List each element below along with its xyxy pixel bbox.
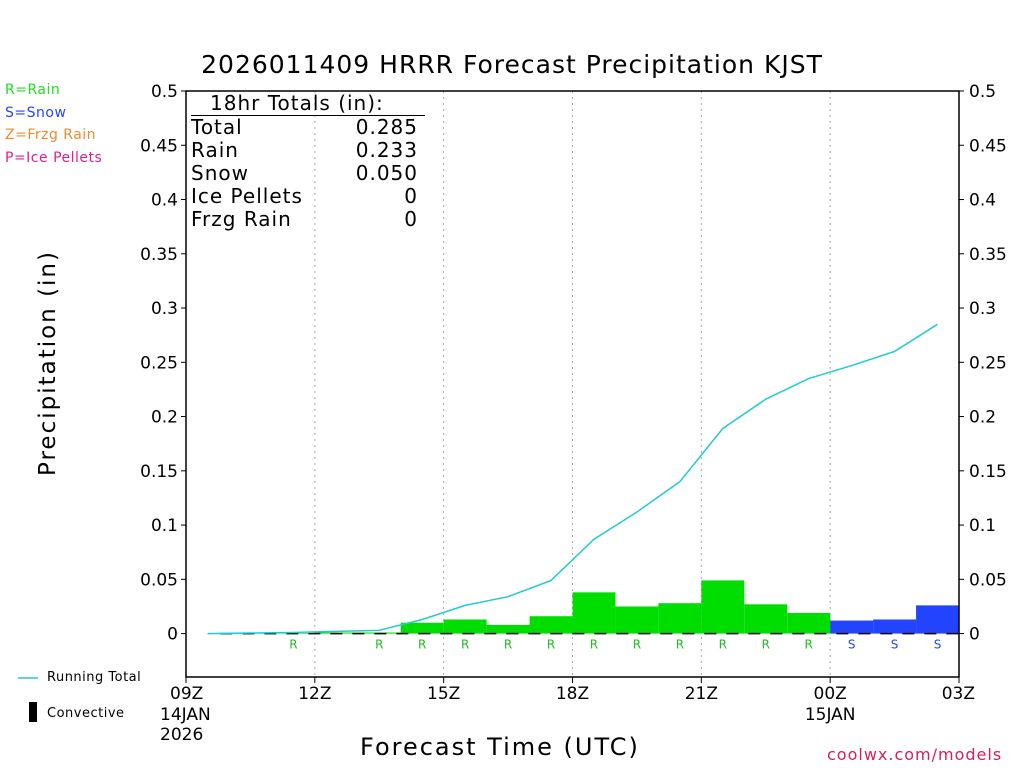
precip-bar [787, 612, 831, 634]
y-tick-label-right: 0.35 [969, 245, 1007, 265]
precip-bar [744, 604, 788, 634]
totals-row-label: Snow [191, 161, 249, 185]
y-tick-label-right: 0.05 [969, 570, 1007, 590]
y-tick-label-left: 0.05 [140, 570, 178, 590]
x-tick-sublabel: 2026 [160, 725, 203, 745]
legend-type-item: P=Ice Pellets [5, 149, 103, 166]
y-axis-label: Precipitation (in) [35, 250, 61, 476]
precip-type-letter: S [848, 638, 856, 652]
totals-row: Snow 0.050 [191, 162, 419, 185]
x-tick-label: 18Z [556, 684, 589, 704]
precip-type-letter: R [719, 638, 727, 652]
y-tick-label-left: 0.3 [151, 299, 178, 319]
convective-legend-swatch [29, 702, 37, 722]
x-tick-label: 03Z [942, 684, 975, 704]
totals-header: 18hr Totals (in): [191, 92, 425, 116]
totals-row-value: 0.233 [355, 138, 418, 162]
precip-type-letter: R [590, 638, 598, 652]
chart-title: 2026011409 HRRR Forecast Precipitation K… [201, 50, 823, 79]
y-tick-label-left: 0.5 [151, 82, 178, 102]
x-tick-sublabel: 14JAN [160, 705, 211, 725]
y-tick-label-left: 0.25 [140, 353, 178, 373]
precip-bar [701, 580, 745, 634]
totals-row: Frzg Rain 0 [191, 208, 419, 231]
precip-type-letter: S [934, 638, 942, 652]
y-tick-label-right: 0 [969, 625, 980, 645]
y-tick-label-right: 0.2 [969, 408, 996, 428]
totals-row-value: 0 [404, 207, 418, 231]
precip-type-letter: R [762, 638, 770, 652]
y-tick-label-left: 0 [167, 625, 178, 645]
precip-type-letter: R [504, 638, 512, 652]
totals-row-value: 0.285 [355, 115, 418, 139]
x-tick-label: 09Z [170, 684, 203, 704]
x-tick-label: 12Z [298, 684, 331, 704]
precip-bar [486, 624, 530, 634]
precip-bar [658, 603, 702, 634]
precip-type-letter: R [461, 638, 469, 652]
y-tick-label-left: 0.15 [140, 462, 178, 482]
precip-type-letter: R [418, 638, 426, 652]
x-tick-label: 00Z [814, 684, 847, 704]
y-tick-label-right: 0.1 [969, 516, 996, 536]
y-tick-label-right: 0.5 [969, 82, 996, 102]
precip-bar [615, 606, 659, 634]
totals-box: 18hr Totals (in): Total 0.285 Rain 0.233 Sno… [191, 92, 425, 231]
x-tick-sublabel: 15JAN [805, 705, 856, 725]
legend-type-item: R=Rain [5, 82, 61, 98]
x-tick-label: 15Z [427, 684, 460, 704]
totals-row: Ice Pellets 0 [191, 185, 419, 208]
precip-bar [830, 620, 874, 634]
x-axis-label: Forecast Time (UTC) [360, 733, 640, 761]
x-tick-label: 21Z [685, 684, 718, 704]
y-tick-label-left: 0.4 [151, 191, 178, 211]
precip-type-letter: S [891, 638, 899, 652]
precip-type-letter: R [805, 638, 813, 652]
y-tick-label-right: 0.3 [969, 299, 996, 319]
legend-type-item: Z=Frzg Rain [5, 127, 97, 143]
precip-bar [400, 622, 444, 634]
totals-row-value: 0.050 [355, 161, 418, 185]
y-tick-label-right: 0.15 [969, 462, 1007, 482]
precip-bar [873, 619, 917, 634]
convective-legend-label: Convective [47, 706, 125, 721]
precip-bar [572, 592, 616, 634]
y-tick-label-left: 0.45 [140, 136, 178, 156]
precip-bar [443, 619, 487, 634]
legend-type-item: S=Snow [5, 104, 67, 121]
totals-row-label: Frzg Rain [191, 207, 292, 231]
precip-type-letter: R [547, 638, 555, 652]
y-tick-label-left: 0.1 [151, 516, 178, 536]
totals-row-label: Total [191, 115, 243, 139]
totals-row: Rain 0.233 [191, 139, 419, 162]
precip-type-letter: R [375, 638, 383, 652]
y-tick-label-left: 0.2 [151, 408, 178, 428]
totals-row-value: 0 [404, 184, 418, 208]
running-total-legend-label: Running Total [47, 670, 142, 685]
running-total-line [207, 323, 938, 635]
totals-row-label: Ice Pellets [191, 184, 303, 208]
y-tick-label-left: 0.35 [140, 245, 178, 265]
precip-bar [916, 605, 959, 634]
y-tick-label-right: 0.45 [969, 136, 1007, 156]
y-tick-label-right: 0.25 [969, 353, 1007, 373]
totals-row: Total 0.285 [191, 116, 419, 139]
precip-type-letter: R [676, 638, 684, 652]
precip-bar [529, 616, 573, 634]
precip-type-letter: R [289, 638, 297, 652]
totals-row-label: Rain [191, 138, 239, 162]
y-tick-label-right: 0.4 [969, 191, 996, 211]
site-credit: coolwx.com/models [827, 745, 1003, 764]
precip-type-letter: R [633, 638, 641, 652]
